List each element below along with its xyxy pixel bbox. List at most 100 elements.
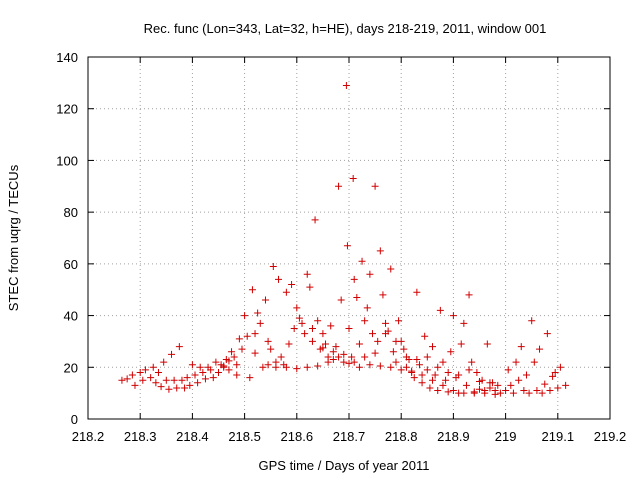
data-point [515,376,523,384]
data-point [319,344,327,352]
data-point [178,376,186,384]
data-point [418,379,426,387]
data-point [402,363,410,371]
data-point [201,375,209,383]
data-point [429,343,437,351]
data-point [183,374,191,382]
data-point [173,384,181,392]
y-tick-label: 100 [56,153,78,168]
data-point [522,371,530,379]
data-point [355,363,363,371]
data-point [528,317,536,325]
data-point [350,358,358,366]
data-point [410,374,418,382]
data-point [301,330,309,338]
data-point [288,281,296,289]
data-point [209,374,217,382]
data-point [251,330,259,338]
data-point [476,385,483,393]
data-point [290,325,298,332]
data-point [496,389,504,397]
data-point [530,358,538,366]
data-point [533,387,541,395]
data-point [434,387,442,395]
data-point [160,358,168,366]
data-point [366,361,374,369]
data-point [322,340,330,348]
data-point [507,381,515,389]
data-point [175,343,183,351]
data-point [233,361,241,369]
data-point [118,376,126,384]
data-point [139,376,147,384]
data-point [536,345,544,353]
data-point [332,343,340,351]
data-point [387,363,395,371]
data-point [303,270,311,278]
data-point [235,335,243,343]
data-point [371,182,379,190]
data-point [212,358,220,366]
data-point [358,257,366,265]
data-point [345,359,353,367]
x-tick-label: 219 [495,429,517,444]
x-tick-label: 218.5 [228,429,261,444]
data-point [392,337,400,345]
data-point [243,332,251,340]
y-tick-label: 40 [64,309,78,324]
data-point [303,363,311,371]
data-point [154,368,162,376]
data-point [374,337,382,345]
data-point [468,358,476,366]
data-point [319,330,327,338]
data-point [345,325,353,332]
data-point [562,381,570,389]
x-tick-label: 219.1 [542,429,575,444]
data-point [329,348,337,356]
data-point [254,309,262,317]
data-point [554,384,562,392]
data-point [491,387,499,395]
data-point [141,366,149,374]
data-point [504,366,512,374]
y-tick-label: 0 [71,412,78,427]
data-point [329,356,337,364]
data-point [157,383,165,391]
data-point [259,363,267,371]
data-point [395,317,403,325]
data-point [392,358,400,366]
data-point [551,368,559,376]
data-point [400,345,408,353]
plot-frame [87,56,611,420]
data-point [295,314,303,322]
data-point [389,348,397,356]
data-point [368,330,376,338]
data-point [449,387,457,395]
data-point [149,363,157,371]
data-point [470,388,478,396]
x-tick-label: 218.7 [333,429,366,444]
data-point [546,387,554,395]
data-point [376,362,384,370]
x-tick-label: 218.4 [176,429,209,444]
data-point [131,381,139,389]
data-point [473,368,481,376]
data-point [371,349,379,357]
data-point [361,353,369,361]
data-point [199,368,207,376]
data-points [118,81,570,398]
data-point [207,366,215,374]
data-point [494,381,502,389]
data-point [136,368,144,376]
data-point [225,366,233,374]
data-point [335,353,343,361]
data-point [363,304,371,312]
data-point [541,380,549,388]
data-point [382,330,390,338]
data-point [340,358,348,366]
data-point [442,376,450,384]
data-point [348,353,356,361]
data-point [350,275,358,283]
data-point [429,376,437,384]
